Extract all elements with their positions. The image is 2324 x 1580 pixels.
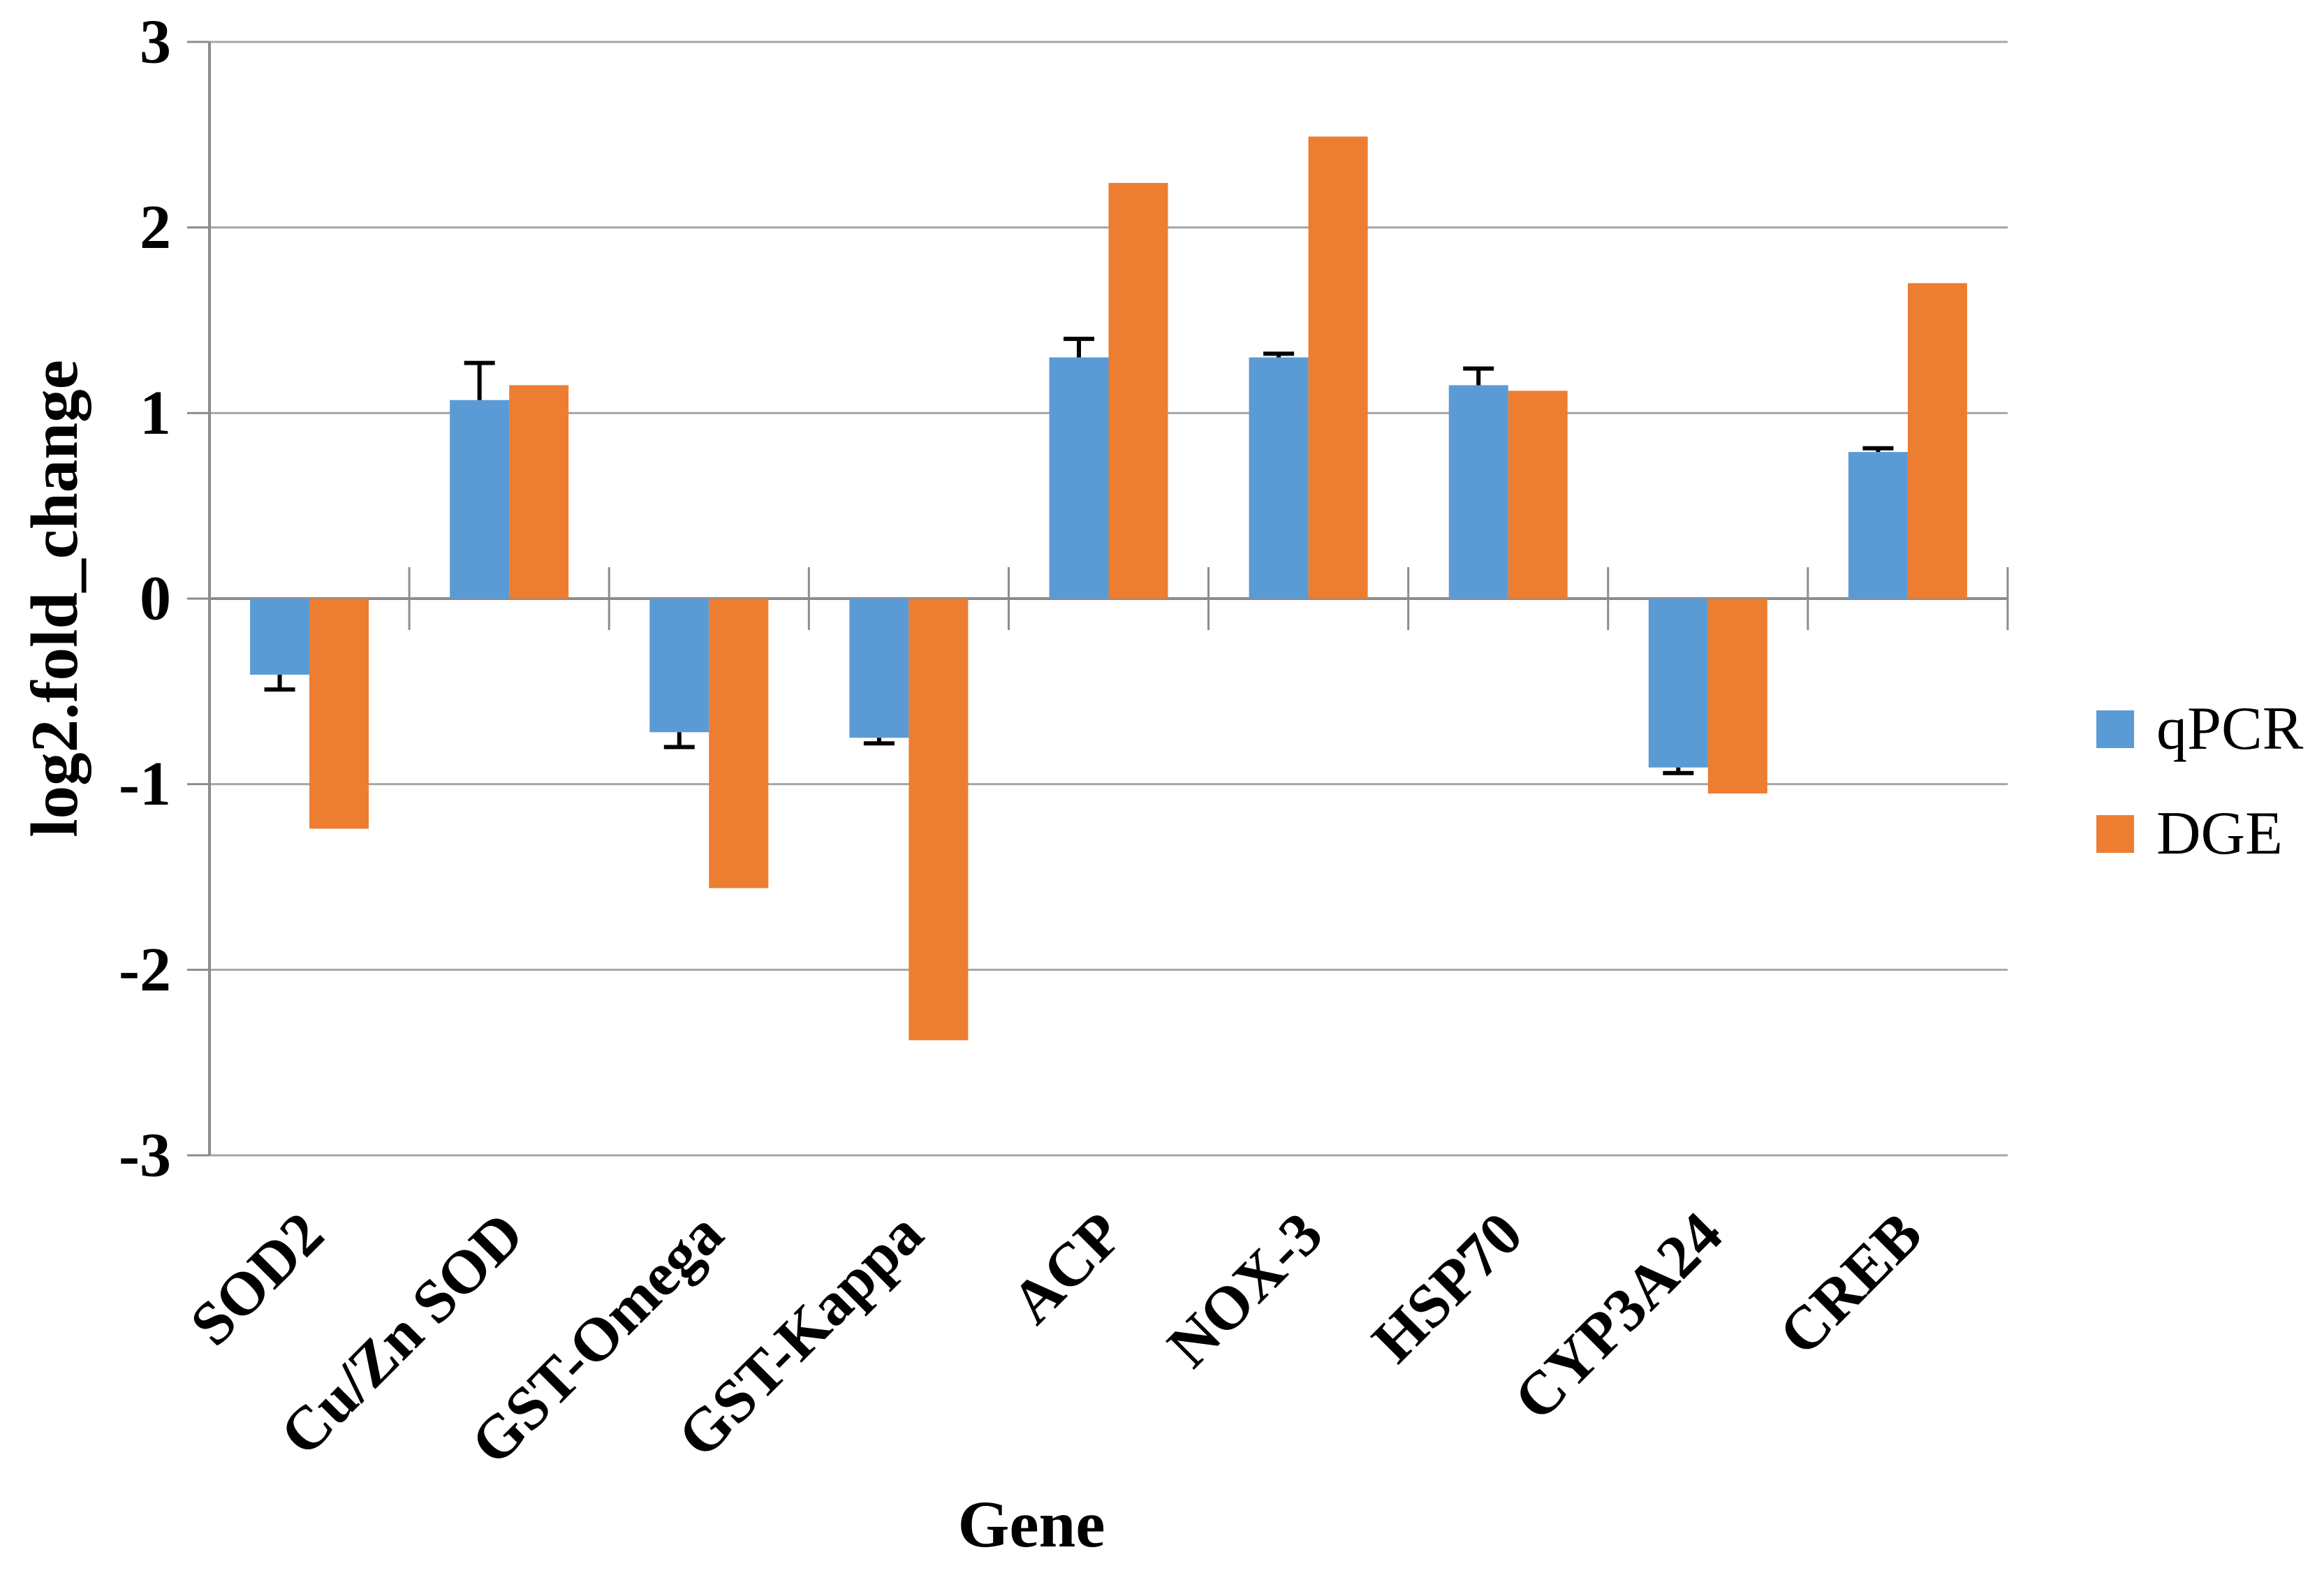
bar-dge-cuznsod: [509, 385, 569, 599]
bar-qpcr-creb: [1848, 452, 1908, 599]
bar-dge-nox3: [1308, 136, 1368, 599]
y-tick-label-2: 2: [140, 193, 171, 262]
legend: qPCR DGE: [2096, 698, 2303, 865]
bar-dge-creb: [1907, 283, 1967, 599]
x-category-label-sod2: SOD2: [178, 1200, 337, 1359]
y-tick-label--2: -2: [119, 935, 171, 1004]
x-category-label-acp: ACP: [999, 1200, 1135, 1337]
qpcr-legend-label: qPCR: [2156, 695, 2304, 763]
bar-qpcr-hsp70: [1448, 385, 1508, 599]
bar-qpcr-gstkappa: [849, 599, 909, 738]
legend-item-dge: DGE: [2096, 803, 2303, 865]
dge-legend-swatch-icon: [2096, 815, 2134, 853]
y-axis-title: log2.fold_change: [17, 360, 91, 837]
bar-qpcr-cyp3a24: [1648, 599, 1708, 768]
dge-legend-label: DGE: [2156, 800, 2283, 868]
bar-qpcr-cuznsod: [450, 400, 510, 599]
y-tick-label-3: 3: [140, 8, 171, 77]
bar-dge-gstkappa: [909, 599, 969, 1041]
bar-qpcr-acp: [1049, 357, 1109, 599]
bar-dge-hsp70: [1508, 390, 1568, 599]
x-axis-title: Gene: [957, 1487, 1105, 1561]
y-tick-label-1: 1: [140, 379, 171, 448]
bar-dge-cyp3a24: [1707, 599, 1767, 793]
bar-qpcr-nox3: [1249, 357, 1309, 599]
bar-dge-sod2: [309, 599, 369, 829]
x-category-label-hsp70: HSP70: [1360, 1200, 1536, 1376]
qpcr-legend-swatch-icon: [2096, 710, 2134, 748]
y-tick-label-0: 0: [140, 564, 171, 634]
bar-dge-gstomega: [709, 599, 769, 888]
x-category-label-nox3: NOX-3: [1155, 1200, 1336, 1381]
bar-qpcr-sod2: [250, 599, 310, 675]
legend-item-qpcr: qPCR: [2096, 698, 2303, 760]
x-category-label-creb: CREB: [1767, 1200, 1935, 1368]
x-category-label-cyp3a24: CYP3A24: [1501, 1200, 1735, 1434]
y-tick-label--3: -3: [119, 1121, 171, 1190]
bar-qpcr-gstomega: [649, 599, 709, 733]
bar-dge-acp: [1108, 182, 1168, 599]
y-tick-label--1: -1: [119, 749, 171, 819]
